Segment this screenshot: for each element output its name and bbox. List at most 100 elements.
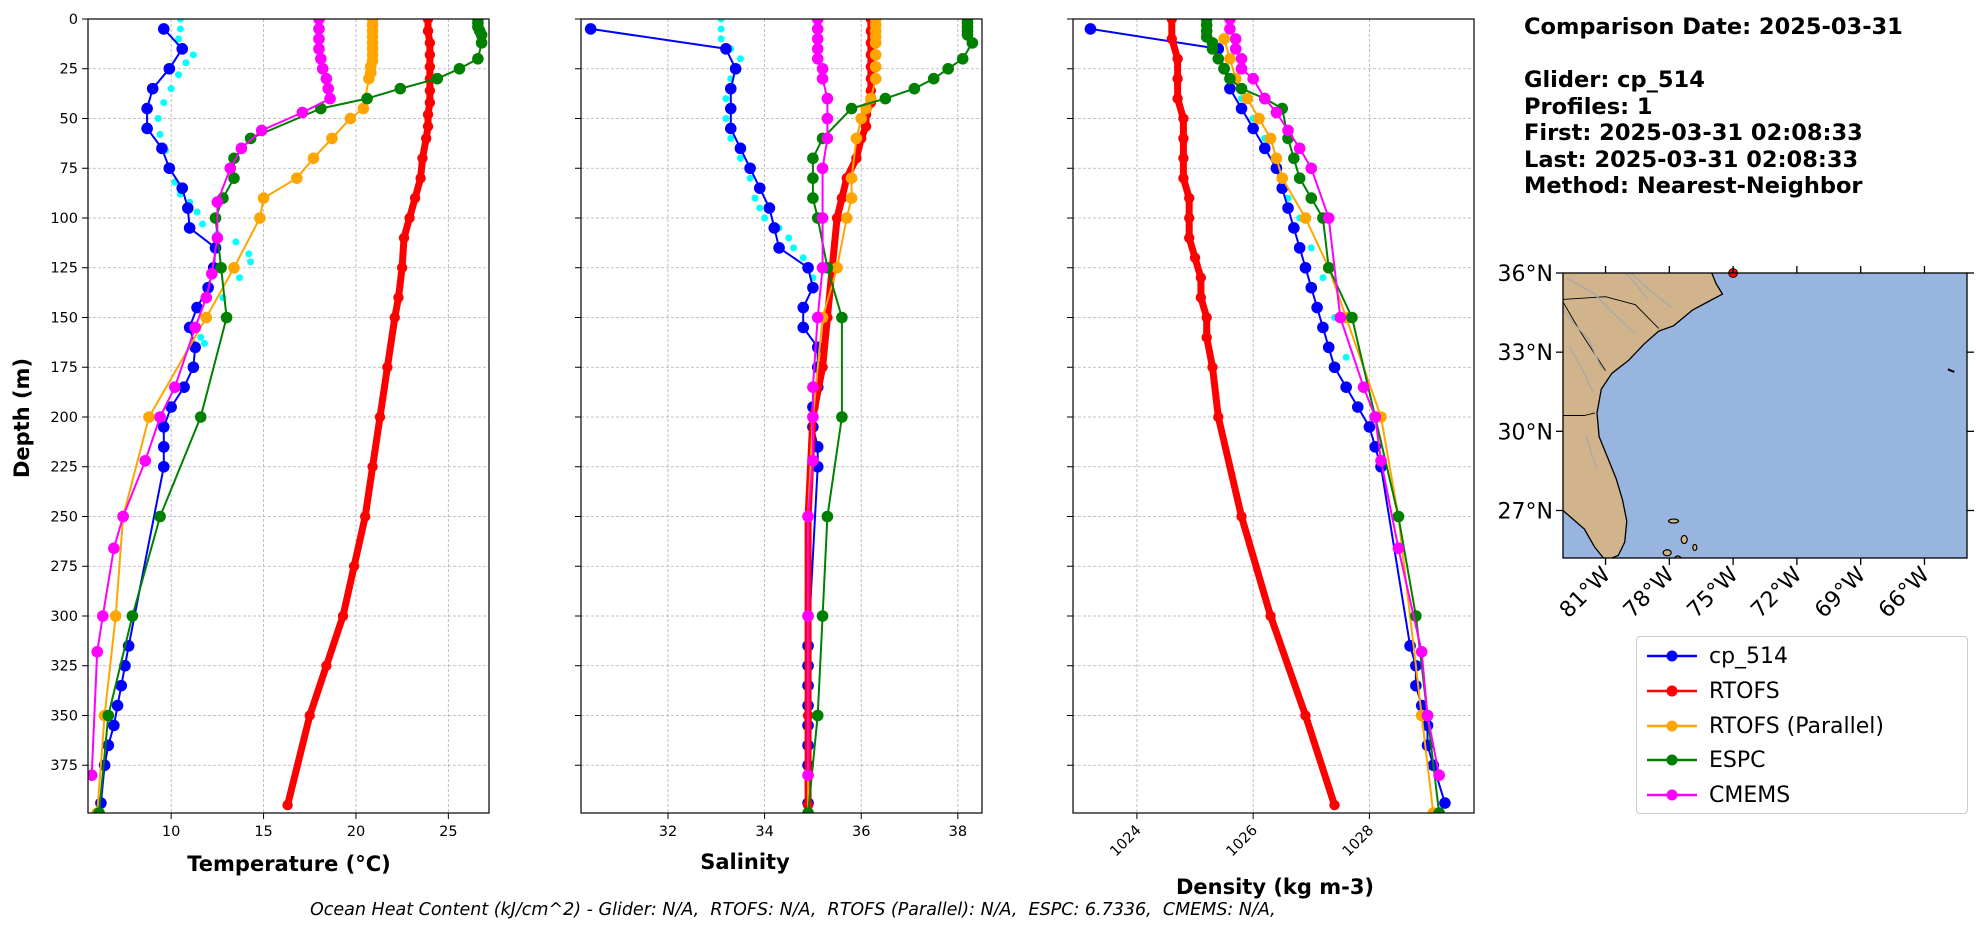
river (1563, 309, 1602, 369)
data-point (313, 43, 325, 55)
legend-item: ESPC (1645, 745, 1766, 775)
x-axis-label: Salinity (700, 850, 790, 874)
y-tick-label: 150 (50, 310, 78, 326)
data-point (224, 162, 237, 175)
x-tick-label: 1026 (1224, 823, 1261, 860)
data-point (304, 710, 315, 721)
data-point (1311, 301, 1323, 314)
data-point (831, 261, 843, 274)
legend-label: CMEMS (1709, 782, 1791, 808)
y-tick-label: 350 (50, 708, 78, 724)
data-point (475, 37, 488, 49)
data-point (1224, 23, 1236, 35)
data-point (167, 85, 175, 93)
data-point (200, 291, 213, 304)
data-point (189, 321, 201, 334)
data-point (211, 196, 224, 208)
data-point (879, 92, 892, 105)
data-point (337, 610, 349, 622)
data-point (807, 281, 819, 294)
data-point (206, 267, 218, 280)
data-point (1195, 272, 1207, 283)
data-point (344, 112, 357, 125)
data-point (816, 212, 829, 224)
data-point (727, 134, 735, 142)
data-point (811, 709, 824, 722)
y-tick-label: 325 (50, 659, 78, 675)
axes-frame (87, 18, 490, 814)
y-tick-label: 200 (50, 410, 78, 426)
data-point (228, 261, 240, 274)
x-tick-label: 1028 (1340, 823, 1377, 860)
x-axis-label: Density (kg m-3) (1176, 875, 1374, 899)
data-point (869, 49, 882, 61)
data-point (746, 174, 754, 182)
data-point (422, 109, 434, 120)
data-point (1224, 72, 1236, 85)
y-tick-label: 100 (50, 211, 78, 227)
island (1692, 543, 1698, 552)
data-point (1319, 274, 1327, 282)
data-point (316, 62, 329, 75)
data-point (807, 454, 819, 467)
data-point (157, 441, 170, 453)
data-point (1265, 610, 1276, 622)
lat-label: 27°N (1498, 500, 1553, 525)
data-point (1305, 192, 1318, 204)
data-point (156, 130, 164, 138)
river (1566, 277, 1636, 335)
data-point (869, 60, 882, 73)
data-point (143, 411, 155, 423)
data-point (115, 679, 128, 692)
data-point (722, 114, 730, 122)
data-point (228, 172, 240, 184)
data-point (108, 719, 120, 732)
data-point (422, 19, 434, 25)
data-point (840, 212, 853, 224)
data-point (291, 172, 303, 184)
data-point (1235, 62, 1248, 75)
data-point (1363, 421, 1376, 433)
data-point (845, 192, 858, 204)
data-point (729, 62, 742, 75)
data-point (422, 121, 434, 132)
map-inset: 36°N 33°N 30°N 27°N 81°W 78°W 75°W 72°W 69°W 66°W (1498, 262, 1974, 623)
data-point (141, 122, 153, 135)
data-point (157, 23, 170, 35)
y-tick-label: 175 (50, 360, 78, 376)
data-point (181, 202, 194, 214)
data-point (956, 52, 969, 65)
data-point (1276, 172, 1289, 184)
data-point (315, 52, 327, 65)
data-point (367, 461, 378, 472)
data-point (821, 132, 834, 145)
data-point (175, 35, 183, 43)
data-point (475, 29, 488, 41)
x-tick-label: 10 (162, 824, 180, 840)
data-point (797, 301, 810, 314)
y-tick-label: 50 (60, 111, 78, 127)
data-point (763, 202, 776, 214)
data-point (245, 250, 253, 258)
data-point (1351, 401, 1364, 413)
data-point (1392, 542, 1405, 555)
data-point (320, 72, 333, 85)
data-point (736, 154, 744, 162)
data-point (1229, 33, 1242, 45)
x-tick-label: 25 (439, 824, 457, 840)
data-point (183, 222, 196, 234)
data-point (235, 142, 248, 155)
panel-3: 1024 1026 1028 Density (kg m-3) (1067, 18, 1475, 899)
ocean-heat-content-footer: Ocean Heat Content (kJ/cm^2) - Glider: N… (310, 900, 1276, 920)
data-point (1439, 797, 1451, 809)
data-point (154, 114, 162, 122)
data-point (1342, 353, 1350, 361)
data-point (422, 25, 434, 37)
data-point (1346, 311, 1358, 324)
data-point (313, 33, 325, 45)
x-tick-label: 32 (659, 824, 677, 840)
data-point (163, 162, 176, 175)
data-point (1357, 381, 1370, 393)
data-point (811, 33, 824, 45)
y-tick-label: 300 (50, 609, 78, 625)
